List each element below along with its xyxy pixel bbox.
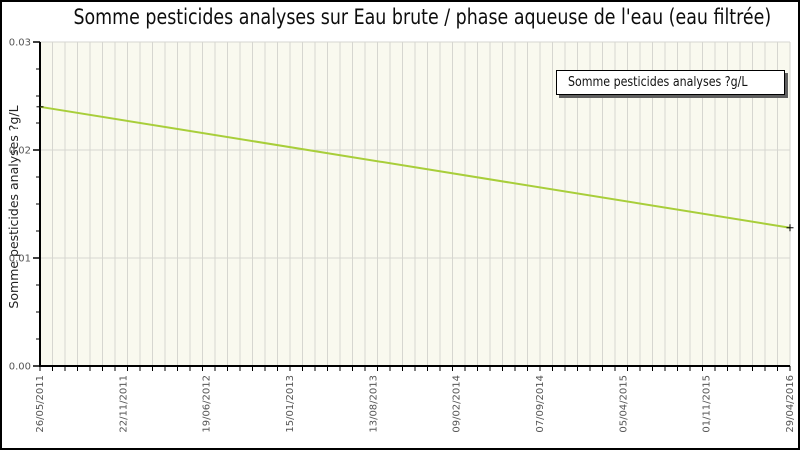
- legend: Somme pesticides analyses ?g/L: [556, 70, 785, 95]
- series-line: [39, 105, 791, 229]
- chart-title: Somme pesticides analyses sur Eau brute …: [73, 5, 772, 29]
- x-tick-label: 05/04/2015: [618, 375, 629, 433]
- y-tick-label: 0.02: [9, 146, 31, 157]
- x-tick-label: 15/01/2013: [285, 375, 296, 433]
- x-tick-label: 19/06/2012: [202, 375, 213, 433]
- y-tick-label: 0.03: [9, 38, 31, 49]
- x-tick-label: 13/08/2013: [368, 375, 379, 433]
- x-tick-label: 29/04/2016: [785, 375, 796, 433]
- x-tick-label: 09/02/2014: [452, 375, 463, 433]
- x-tick-label: 22/11/2011: [118, 375, 129, 433]
- x-tick-label: 26/05/2011: [35, 375, 46, 433]
- y-tick-label: 0.01: [9, 254, 31, 265]
- x-tick-label: 07/09/2014: [535, 375, 546, 433]
- y-tick-label: 0.00: [9, 362, 31, 373]
- legend-label: Somme pesticides analyses ?g/L: [568, 75, 748, 90]
- x-tick-label: 01/11/2015: [702, 375, 713, 433]
- chart-title-row: Somme pesticides analyses sur Eau brute …: [2, 5, 798, 29]
